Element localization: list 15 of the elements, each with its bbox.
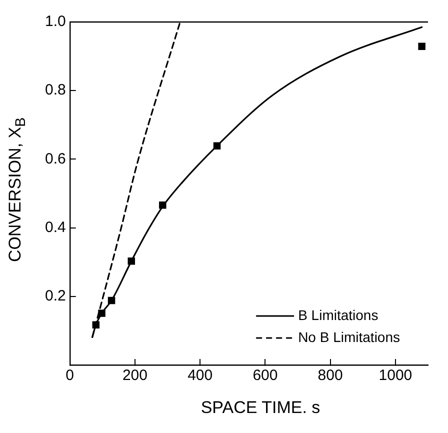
- x-tick-label: 0: [66, 367, 74, 384]
- x-tick-label: 1000: [378, 367, 412, 384]
- legend-label: B Limitations: [298, 306, 378, 323]
- y-tick-label: 1.0: [44, 13, 66, 30]
- y-tick-label: 0.4: [44, 218, 66, 236]
- y-tick-label: 0.8: [44, 82, 66, 99]
- x-tick-label: 600: [252, 367, 278, 384]
- x-tick-label: 400: [188, 367, 213, 384]
- x-tick-label: 200: [122, 367, 148, 384]
- x-tick-label: 800: [318, 367, 343, 384]
- point: [418, 42, 426, 50]
- y-tick-label: 0.2: [44, 288, 66, 305]
- x-axis-title: SPACE TIME. s: [200, 398, 322, 418]
- legend-label: No B Limitations: [298, 328, 400, 345]
- y-tick-label: 0.6: [44, 150, 66, 168]
